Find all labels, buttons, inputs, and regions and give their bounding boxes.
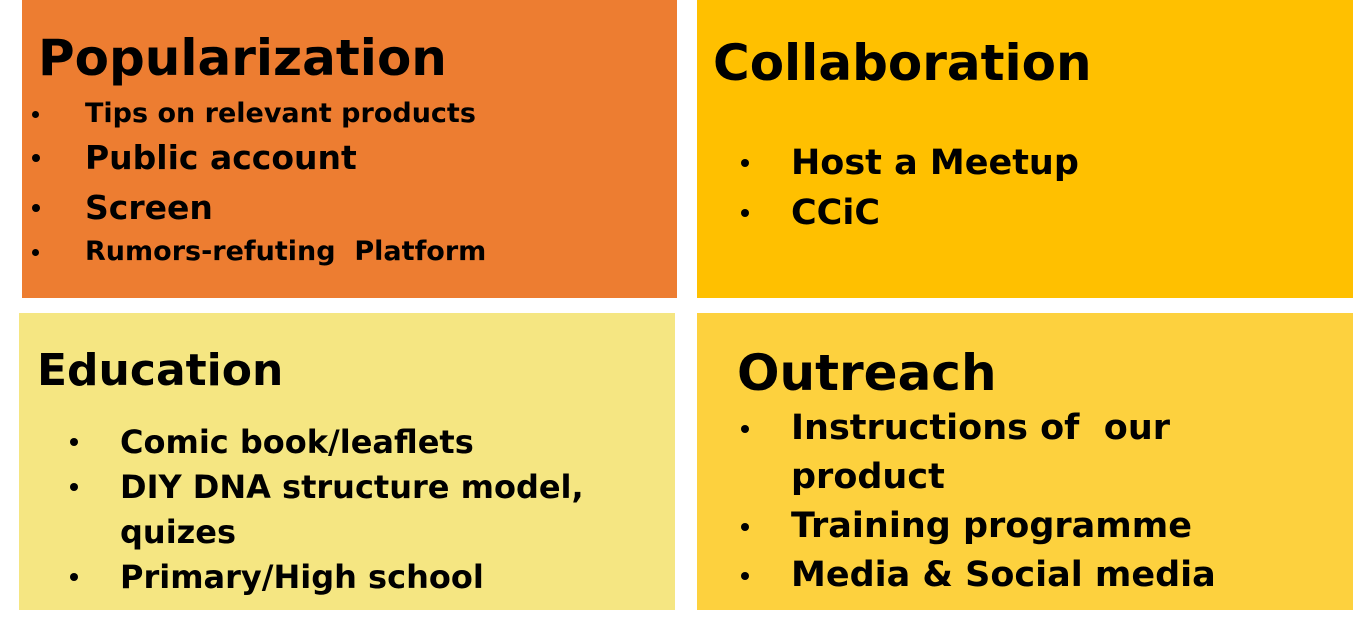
list-item-label: Instructions of our product xyxy=(791,408,1171,497)
popularization-list: Tips on relevant products Public account… xyxy=(22,95,677,271)
list-item-label: Training programme xyxy=(791,506,1192,546)
bullet-icon xyxy=(32,154,40,162)
outreach-title: Outreach xyxy=(737,344,997,402)
education-list: Comic book/leaflets DIY DNA structure mo… xyxy=(19,420,584,600)
education-panel: Education Comic book/leaflets DIY DNA st… xyxy=(19,313,675,610)
list-item: DIY DNA structure model, quizes xyxy=(19,465,584,555)
collaboration-list: Host a Meetup CCiC xyxy=(697,138,1079,238)
bullet-icon xyxy=(32,111,39,118)
list-item: Screen xyxy=(22,183,677,233)
bullet-icon xyxy=(741,159,749,167)
bullet-icon xyxy=(32,204,40,212)
list-item-label: Host a Meetup xyxy=(791,143,1079,183)
bullet-icon xyxy=(32,249,39,256)
collaboration-panel: Collaboration Host a Meetup CCiC xyxy=(697,0,1353,298)
bullet-icon xyxy=(741,425,749,433)
list-item: Rumors-refuting Platform xyxy=(22,233,677,271)
list-item: Instructions of our product xyxy=(697,404,1216,502)
list-item-label: CCiC xyxy=(791,193,881,233)
popularization-panel: Popularization Tips on relevant products… xyxy=(22,0,677,298)
list-item: Tips on relevant products xyxy=(22,95,677,133)
education-title: Education xyxy=(37,345,284,396)
list-item: Training programme xyxy=(697,502,1216,551)
bullet-icon xyxy=(741,523,749,531)
list-item-label: Primary/High school xyxy=(120,558,484,596)
collaboration-title: Collaboration xyxy=(713,34,1092,92)
list-item-label: DIY DNA structure model, quizes xyxy=(120,468,584,551)
list-item: CCiC xyxy=(697,188,1079,238)
outreach-panel: Outreach Instructions of our product Tra… xyxy=(697,313,1353,610)
list-item: Host a Meetup xyxy=(697,138,1079,188)
outreach-list: Instructions of our product Training pro… xyxy=(697,404,1216,600)
bullet-icon xyxy=(70,483,78,491)
list-item: Media & Social media xyxy=(697,551,1216,600)
popularization-title: Popularization xyxy=(38,29,447,87)
list-item-label: Comic book/leaflets xyxy=(120,423,474,461)
list-item-label: Public account xyxy=(85,138,357,177)
list-item-label: Tips on relevant products xyxy=(85,98,476,129)
list-item: Comic book/leaflets xyxy=(19,420,584,465)
bullet-icon xyxy=(70,438,78,446)
list-item: Public account xyxy=(22,133,677,183)
list-item-label: Rumors-refuting Platform xyxy=(85,236,487,267)
list-item: Primary/High school xyxy=(19,555,584,600)
list-item-label: Screen xyxy=(85,188,213,227)
bullet-icon xyxy=(741,209,749,217)
bullet-icon xyxy=(70,573,78,581)
bullet-icon xyxy=(741,572,749,580)
list-item-label: Media & Social media xyxy=(791,555,1216,595)
